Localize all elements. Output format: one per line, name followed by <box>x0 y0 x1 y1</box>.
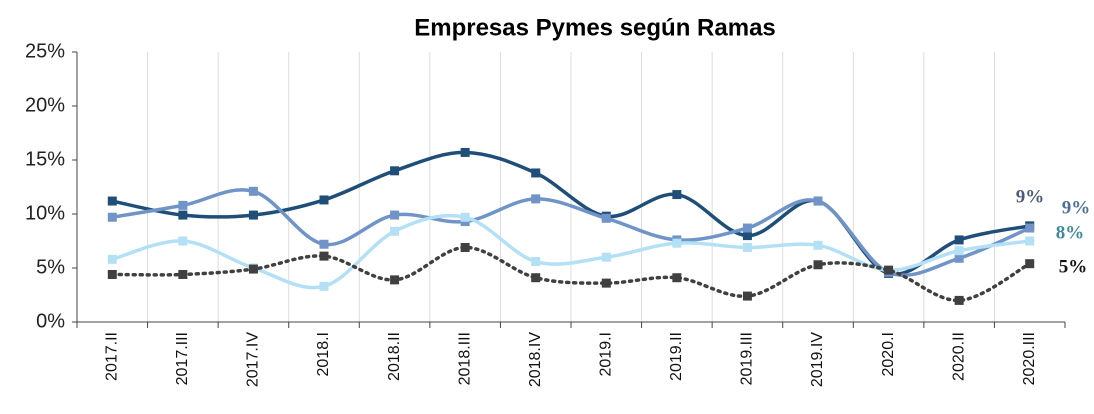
marker <box>531 273 541 283</box>
x-tick-label: 2020.III <box>1021 332 1038 385</box>
marker <box>1025 236 1035 246</box>
marker <box>884 265 894 275</box>
y-tick-label: 0% <box>36 310 65 332</box>
chart-title: Empresas Pymes según Ramas <box>414 14 776 41</box>
x-tick-label: 2020.I <box>880 332 897 376</box>
y-tick-label: 10% <box>25 202 65 224</box>
marker <box>813 240 823 250</box>
marker <box>742 223 752 233</box>
marker <box>1025 223 1035 233</box>
marker <box>672 190 682 200</box>
marker <box>460 242 470 252</box>
marker <box>319 195 329 205</box>
marker <box>178 200 188 210</box>
value-label: 8% <box>1056 222 1085 243</box>
y-tick-label: 25% <box>25 40 65 62</box>
marker <box>107 254 117 264</box>
marker <box>1025 259 1035 269</box>
marker <box>531 194 541 204</box>
marker <box>107 196 117 206</box>
marker <box>531 257 541 267</box>
marker <box>319 251 329 261</box>
marker <box>178 210 188 220</box>
x-tick-label: 2017.III <box>174 332 191 385</box>
x-tick-label: 2019.II <box>668 332 685 381</box>
series-line <box>111 188 1031 277</box>
marker <box>178 236 188 246</box>
marker <box>390 275 400 285</box>
marker <box>390 210 400 220</box>
marker <box>319 239 329 249</box>
x-tick-label: 2019.I <box>598 332 615 376</box>
marker <box>531 168 541 178</box>
x-tick-label: 2017.IV <box>245 332 262 387</box>
marker <box>742 231 752 241</box>
value-label: 9% <box>1062 197 1091 218</box>
x-tick-label: 2018.III <box>456 332 473 385</box>
value-label: 5% <box>1059 256 1088 277</box>
marker <box>742 291 752 301</box>
marker <box>178 269 188 279</box>
y-tick-label: 20% <box>25 94 65 116</box>
x-tick-label: 2019.III <box>739 332 756 385</box>
marker <box>954 235 964 245</box>
value-label: 9% <box>1016 186 1045 207</box>
y-tick-label: 5% <box>36 256 65 278</box>
marker <box>813 196 823 206</box>
marker <box>954 295 964 305</box>
x-tick-label: 2019.IV <box>809 332 826 387</box>
marker <box>390 226 400 236</box>
marker <box>319 281 329 291</box>
marker <box>460 212 470 222</box>
marker <box>107 212 117 222</box>
marker <box>107 269 117 279</box>
marker <box>390 166 400 176</box>
marker <box>460 147 470 157</box>
marker <box>601 252 611 262</box>
marker <box>672 273 682 283</box>
marker <box>813 260 823 270</box>
y-tick-label: 15% <box>25 148 65 170</box>
marker <box>248 186 258 196</box>
marker <box>954 253 964 263</box>
x-tick-label: 2018.II <box>386 332 403 381</box>
x-tick-label: 2020.II <box>950 332 967 381</box>
marker <box>742 242 752 252</box>
marker <box>248 210 258 220</box>
marker <box>601 278 611 288</box>
marker <box>248 264 258 274</box>
marker <box>672 238 682 248</box>
marker <box>954 246 964 256</box>
x-tick-label: 2017.II <box>104 332 121 381</box>
x-tick-label: 2018.I <box>315 332 332 376</box>
marker <box>601 213 611 223</box>
x-tick-label: 2018.IV <box>527 332 544 387</box>
